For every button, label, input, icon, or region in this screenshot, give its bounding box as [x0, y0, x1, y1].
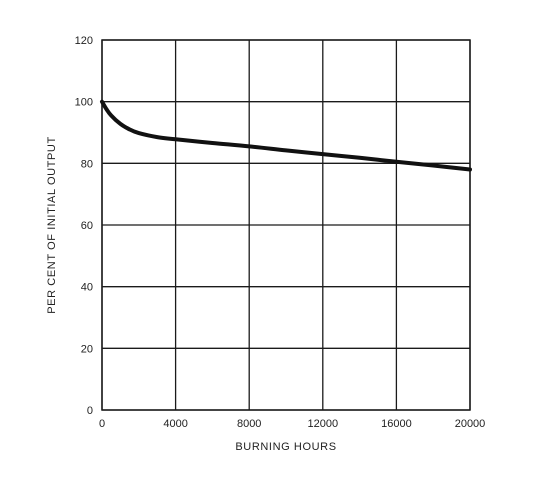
x-tick-label: 16000: [381, 418, 412, 430]
y-tick-label: 40: [81, 282, 93, 294]
y-tick-label: 60: [81, 220, 93, 232]
y-tick-label: 0: [87, 405, 93, 417]
x-tick-label: 4000: [163, 418, 187, 430]
grid-lines: [101, 39, 471, 411]
x-tick-label: 12000: [308, 418, 339, 430]
y-tick-label: 80: [81, 158, 93, 170]
y-tick-label: 20: [81, 343, 93, 355]
x-tick-label: 0: [99, 418, 105, 430]
series-line: [100, 99, 472, 172]
y-tick-label: 100: [75, 97, 93, 109]
x-tick-label: 8000: [237, 418, 261, 430]
x-tick-label: 20000: [455, 418, 486, 430]
x-tick-labels: 0 4000 8000 12000 16000 20000: [99, 418, 485, 430]
x-axis-label: BURNING HOURS: [235, 441, 336, 453]
plot-frame: [101, 39, 471, 411]
y-tick-labels: 0 20 40 60 80 100 120: [75, 35, 93, 417]
y-tick-label: 120: [75, 35, 93, 47]
y-axis-label: PER CENT OF INITIAL OUTPUT: [46, 136, 58, 314]
